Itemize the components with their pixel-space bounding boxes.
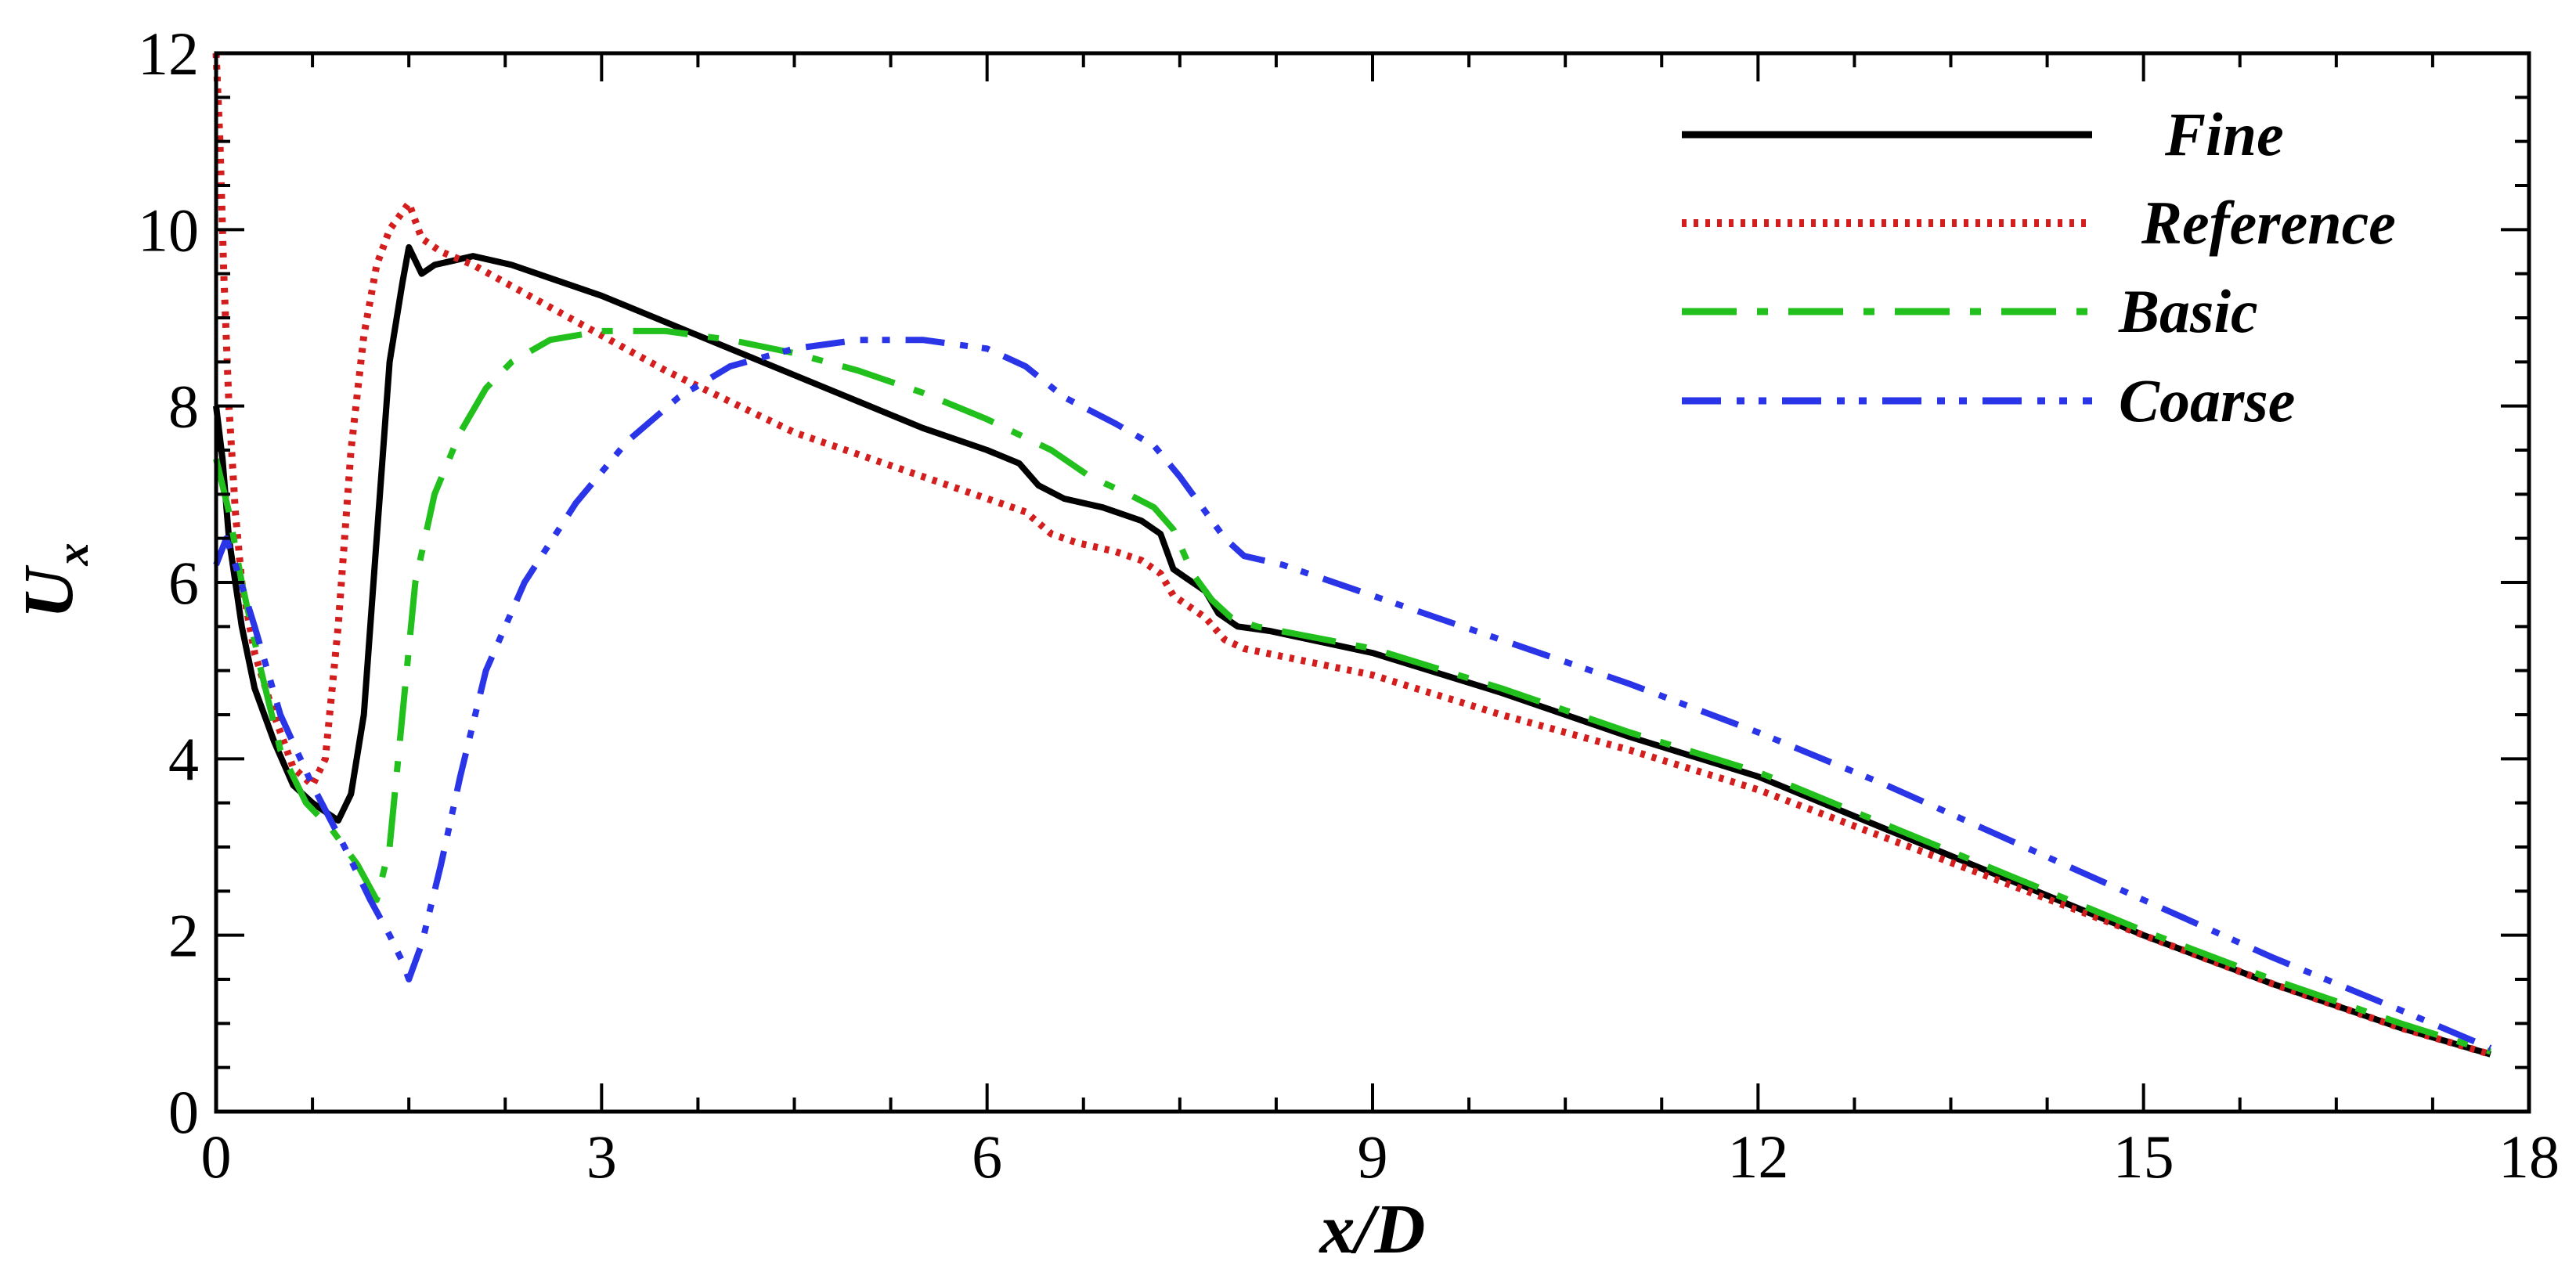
legend: Fine Reference Basic Coarse (1682, 100, 2396, 434)
y-tick-label: 6 (168, 549, 199, 617)
legend-label-basic: Basic (2118, 277, 2258, 345)
y-axis-title-subscript: x (47, 543, 98, 567)
y-tick-label: 10 (138, 196, 199, 264)
legend-label-fine: Fine (2164, 100, 2284, 168)
y-tick-label: 12 (138, 20, 199, 88)
y-tick-label: 4 (168, 725, 199, 793)
x-tick-label: 6 (972, 1123, 1002, 1191)
x-tick-label: 3 (586, 1123, 617, 1191)
legend-label-reference: Reference (2141, 189, 2396, 257)
x-tick-label: 15 (2113, 1123, 2174, 1191)
x-tick-label: 12 (1727, 1123, 1788, 1191)
series-line-coarse (213, 337, 2492, 1051)
x-tick-label: 9 (1358, 1123, 1388, 1191)
series-layer (212, 52, 2492, 1058)
y-tick-label: 2 (168, 902, 199, 970)
y-axis-title-main: U (10, 565, 88, 619)
y-tick-label: 8 (168, 373, 199, 441)
series-line-basic (213, 327, 2491, 1055)
x-axis-title: x/D (1319, 1191, 1426, 1268)
x-tick-label: 0 (201, 1123, 232, 1191)
tick-labels: 0 3 6 9 12 15 18 0 2 4 6 8 10 12 (138, 20, 2560, 1191)
y-axis-title: U x (10, 543, 98, 619)
x-tick-label: 18 (2498, 1123, 2560, 1191)
y-tick-label: 0 (168, 1078, 199, 1146)
legend-label-coarse: Coarse (2119, 366, 2295, 434)
ticks-layer (215, 52, 2531, 1113)
